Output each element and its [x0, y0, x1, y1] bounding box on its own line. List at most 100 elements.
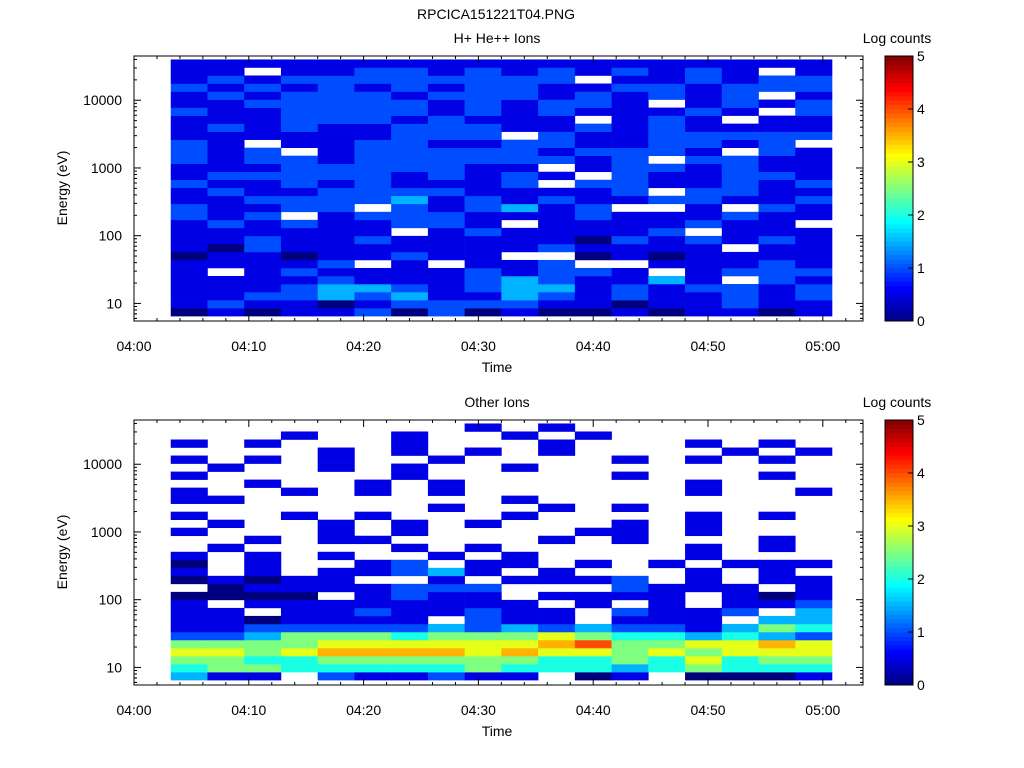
- heatmap-cell: [354, 292, 392, 301]
- heatmap-cell: [501, 623, 539, 633]
- colorbar-segment: [885, 632, 913, 637]
- heatmap-cell: [758, 656, 796, 665]
- colorbar-segment: [885, 245, 913, 251]
- heatmap-cell: [427, 623, 465, 633]
- heatmap-cell: [354, 211, 392, 221]
- heatmap-cell: [207, 543, 245, 553]
- heatmap-cell: [354, 187, 392, 197]
- colorbar-segment: [885, 428, 913, 434]
- heatmap-cell: [317, 615, 355, 625]
- heatmap-cell: [611, 147, 649, 156]
- heatmap-cell: [611, 163, 649, 173]
- colorbar-segment: [885, 223, 913, 229]
- heatmap-cell: [317, 115, 355, 124]
- heatmap-cell: [244, 567, 282, 577]
- heatmap-cell: [648, 83, 686, 92]
- x-tick-label: 05:00: [805, 338, 840, 354]
- figure-title: RPCICA151221T04.PNG: [417, 6, 575, 22]
- x-tick-label: 04:40: [576, 702, 611, 718]
- heatmap-cell: [538, 243, 576, 253]
- colorbar-segment: [885, 104, 913, 110]
- heatmap-cell: [170, 567, 208, 577]
- colorbar-segment: [885, 135, 913, 141]
- y-tick-label: 10000: [83, 456, 122, 472]
- heatmap-cell: [354, 308, 392, 317]
- heatmap-cell: [538, 567, 576, 577]
- heatmap-cell: [170, 607, 208, 617]
- heatmap-cell: [427, 59, 465, 68]
- heatmap-cell: [317, 195, 355, 205]
- heatmap-cell: [391, 243, 429, 253]
- heatmap-cell: [170, 251, 208, 261]
- heatmap-cell: [758, 171, 796, 181]
- heatmap-cell: [795, 147, 833, 156]
- y-axis-label: Energy (eV): [54, 515, 70, 590]
- heatmap-cell: [244, 219, 282, 229]
- colorbar-segment: [885, 636, 913, 642]
- heatmap-cell: [207, 284, 245, 293]
- heatmap-cell: [685, 187, 723, 197]
- heatmap-cell: [170, 439, 208, 448]
- heatmap-cell: [244, 639, 282, 649]
- heatmap-cell: [795, 131, 833, 140]
- heatmap-cell: [685, 211, 723, 221]
- heatmap-cell: [170, 115, 208, 124]
- colorbar-segment: [885, 206, 913, 211]
- heatmap-cell: [611, 107, 649, 116]
- heatmap-cell: [354, 300, 392, 309]
- heatmap-cell: [501, 75, 539, 84]
- heatmap-cell: [721, 155, 759, 165]
- colorbar-segment: [885, 623, 913, 628]
- heatmap-cell: [758, 83, 796, 92]
- panel-title: H+ He++ Ions: [454, 30, 541, 46]
- heatmap-cell: [317, 447, 355, 456]
- colorbar-segment: [885, 175, 913, 181]
- heatmap-cell: [574, 308, 612, 317]
- heatmap-cell: [244, 284, 282, 293]
- heatmap-cell: [501, 179, 539, 189]
- heatmap-cell: [464, 227, 502, 237]
- heatmap-cell: [685, 292, 723, 301]
- heatmap-cell: [574, 227, 612, 237]
- colorbar-segment: [885, 627, 913, 633]
- heatmap-cell: [758, 543, 796, 553]
- heatmap-cell: [427, 639, 465, 649]
- heatmap-cell: [207, 243, 245, 253]
- heatmap-cell: [427, 99, 465, 108]
- heatmap-cell: [501, 203, 539, 213]
- heatmap-cell: [354, 243, 392, 253]
- colorbar-segment: [885, 184, 913, 189]
- colorbar-segment: [885, 667, 913, 673]
- heatmap-cell: [170, 559, 208, 569]
- heatmap-cell: [354, 123, 392, 132]
- x-tick-label: 04:10: [231, 338, 266, 354]
- heatmap-cell: [721, 447, 759, 456]
- heatmap-cell: [354, 275, 392, 285]
- colorbar-segment: [885, 455, 913, 461]
- heatmap-cell: [464, 664, 502, 673]
- heatmap-cell: [170, 267, 208, 277]
- heatmap-cell: [464, 308, 502, 317]
- heatmap-cell: [648, 75, 686, 84]
- heatmap-cell: [207, 155, 245, 165]
- heatmap-cell: [795, 275, 833, 285]
- x-tick-label: 04:10: [231, 702, 266, 718]
- colorbar-segment: [885, 587, 913, 593]
- heatmap-cell: [758, 455, 796, 464]
- colorbar-segment: [885, 113, 913, 119]
- heatmap-cell: [391, 639, 429, 649]
- heatmap-cell: [795, 227, 833, 237]
- heatmap-cell: [354, 67, 392, 76]
- heatmap-cell: [317, 91, 355, 100]
- heatmap-cell: [207, 672, 245, 681]
- heatmap-cell: [538, 607, 576, 617]
- heatmap-cell: [795, 308, 833, 317]
- heatmap-cell: [501, 300, 539, 309]
- colorbar-segment: [885, 464, 913, 469]
- colorbar-segment: [885, 78, 913, 83]
- y-tick-label: 10: [106, 659, 122, 675]
- heatmap-cell: [795, 163, 833, 173]
- heatmap-cell: [354, 615, 392, 625]
- colorbar-segment: [885, 179, 913, 185]
- heatmap-cell: [280, 227, 318, 237]
